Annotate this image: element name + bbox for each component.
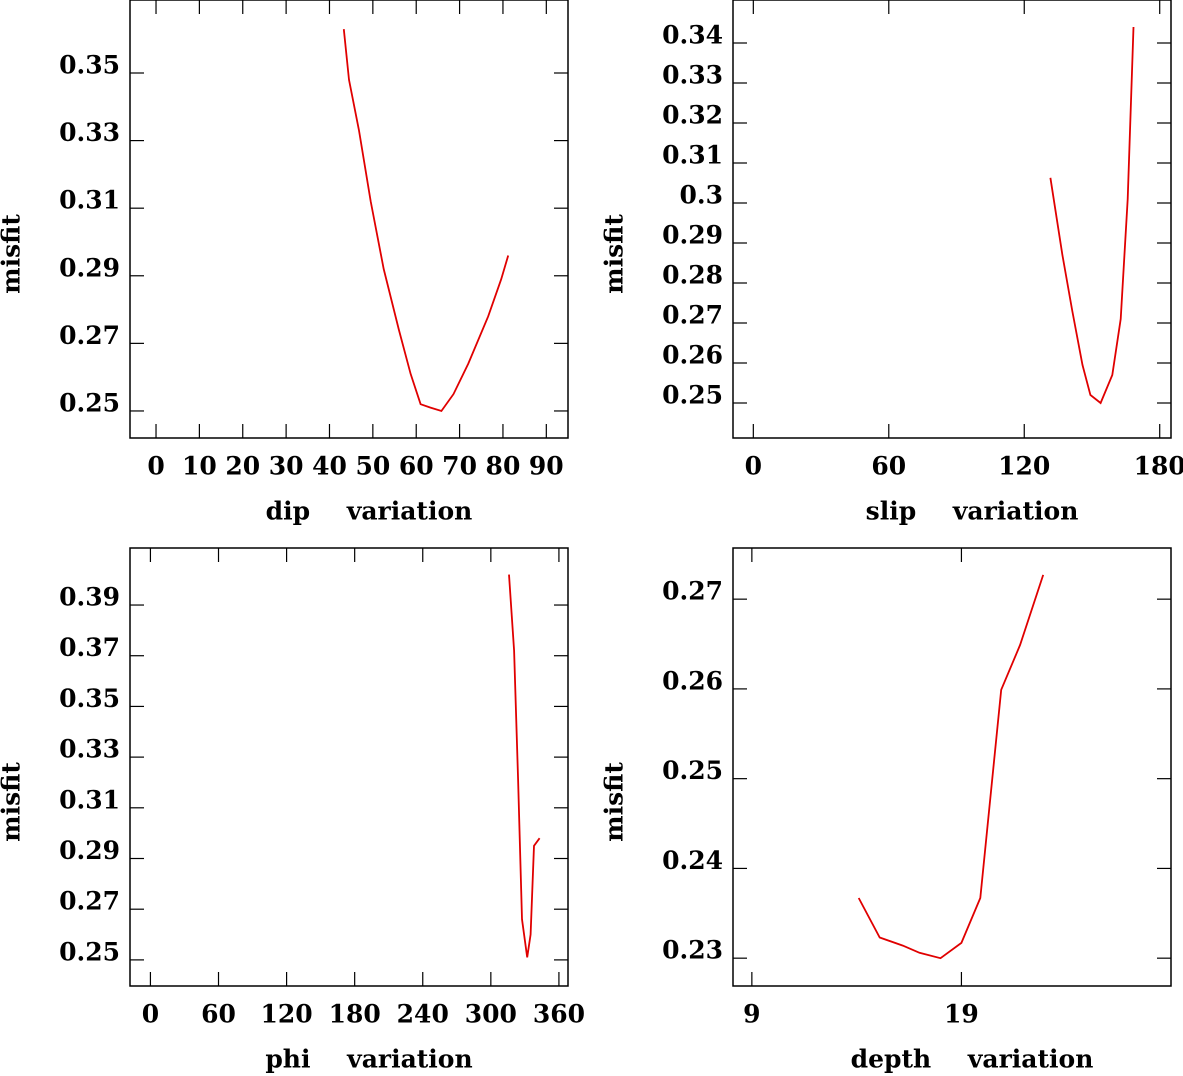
- plot-frame: [732, 547, 1172, 987]
- x-tick-label: 120: [260, 1000, 312, 1029]
- x-tick-label: 300: [465, 1000, 517, 1029]
- y-tick-label: 0.24: [662, 846, 723, 875]
- y-tick-label: 0.39: [59, 583, 120, 612]
- x-tick-label: 180: [329, 1000, 381, 1029]
- x-axis-label: slip variation: [866, 497, 1079, 526]
- y-tick-label: 0.3: [680, 181, 724, 210]
- x-tick-label: 20: [225, 452, 260, 481]
- x-tick-label: 50: [355, 452, 390, 481]
- x-tick-label: 30: [269, 452, 304, 481]
- plot-frame: [129, 0, 569, 439]
- x-axis-label: dip variation: [266, 497, 473, 526]
- y-tick-label: 0.34: [662, 21, 723, 50]
- y-tick-label: 0.33: [59, 118, 120, 147]
- y-tick-label: 0.31: [59, 186, 120, 215]
- data-line: [857, 574, 1045, 960]
- y-tick-label: 0.25: [59, 937, 120, 966]
- x-tick-label: 120: [998, 452, 1050, 481]
- x-axis-label: depth variation: [851, 1045, 1094, 1074]
- x-tick-label: 240: [397, 1000, 449, 1029]
- y-axis-label: misfit: [600, 214, 629, 294]
- x-tick-label: 70: [442, 452, 477, 481]
- y-tick-label: 0.37: [59, 633, 120, 662]
- x-tick-label: 60: [399, 452, 434, 481]
- x-tick-label: 0: [142, 1000, 159, 1029]
- y-tick-label: 0.31: [59, 785, 120, 814]
- y-tick-label: 0.29: [662, 221, 723, 250]
- x-tick-label: 180: [1134, 452, 1183, 481]
- y-tick-label: 0.25: [59, 388, 120, 417]
- y-tick-label: 0.35: [59, 51, 120, 80]
- x-tick-label: 80: [486, 452, 521, 481]
- y-tick-label: 0.27: [59, 321, 120, 350]
- data-line: [508, 574, 541, 958]
- x-tick-label: 40: [312, 452, 347, 481]
- x-tick-label: 360: [533, 1000, 585, 1029]
- data-line: [342, 29, 510, 413]
- y-tick-label: 0.32: [662, 101, 723, 130]
- y-tick-label: 0.29: [59, 253, 120, 282]
- y-tick-label: 0.29: [59, 836, 120, 865]
- y-tick-label: 0.33: [59, 735, 120, 764]
- y-tick-label: 0.26: [662, 666, 723, 695]
- y-axis-label: misfit: [0, 762, 26, 842]
- y-tick-label: 0.26: [662, 341, 723, 370]
- y-tick-label: 0.27: [59, 887, 120, 916]
- x-axis-label: phi variation: [265, 1045, 472, 1074]
- x-tick-label: 90: [529, 452, 564, 481]
- y-tick-label: 0.33: [662, 61, 723, 90]
- y-tick-label: 0.31: [662, 141, 723, 170]
- x-tick-label: 19: [944, 1000, 979, 1029]
- x-tick-label: 0: [745, 452, 762, 481]
- x-tick-label: 9: [743, 1000, 760, 1029]
- y-tick-label: 0.25: [662, 381, 723, 410]
- y-tick-label: 0.27: [662, 577, 723, 606]
- plot-frame: [129, 547, 569, 987]
- y-axis-label: misfit: [600, 762, 629, 842]
- y-tick-label: 0.27: [662, 301, 723, 330]
- y-tick-label: 0.23: [662, 936, 723, 965]
- y-tick-label: 0.28: [662, 261, 723, 290]
- x-tick-label: 60: [201, 1000, 236, 1029]
- x-tick-label: 60: [871, 452, 906, 481]
- data-line: [1049, 26, 1135, 405]
- plot-frame: [732, 0, 1172, 439]
- y-axis-label: misfit: [0, 214, 26, 294]
- x-tick-label: 0: [147, 452, 164, 481]
- y-tick-label: 0.25: [662, 756, 723, 785]
- y-tick-label: 0.35: [59, 684, 120, 713]
- x-tick-label: 10: [182, 452, 217, 481]
